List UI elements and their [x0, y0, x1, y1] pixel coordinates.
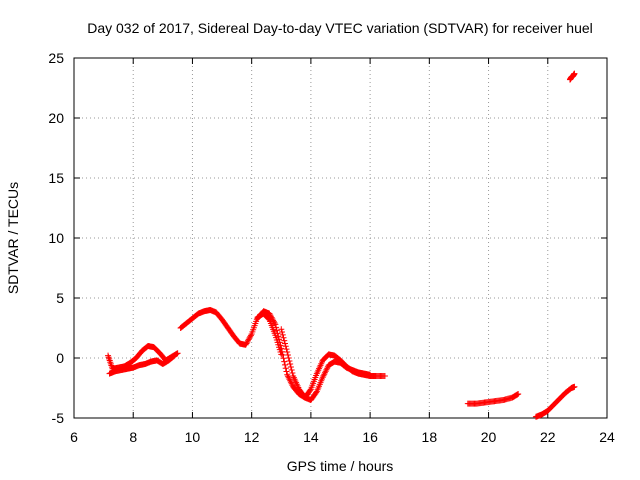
x-axis-ticks: 6 8 10 12 14 16 18 20 22 24 — [70, 58, 615, 445]
data-point — [267, 313, 274, 320]
data-point — [280, 355, 287, 362]
y-tick-label: 15 — [48, 170, 64, 186]
data-point — [275, 333, 282, 340]
data-point — [279, 348, 286, 355]
data-point — [281, 358, 288, 365]
data-point — [272, 321, 279, 328]
y-axis-ticks: -5 0 5 10 15 20 25 — [48, 50, 607, 426]
data-point — [244, 339, 251, 346]
series-arc-g — [532, 383, 578, 420]
data-point — [247, 332, 254, 339]
data-point — [287, 364, 294, 370]
data-point — [279, 352, 286, 358]
data-point — [281, 361, 288, 368]
data-point — [279, 331, 286, 338]
data-point — [287, 361, 294, 367]
y-tick-label: 0 — [56, 350, 64, 366]
data-point — [278, 345, 285, 352]
data-point — [278, 351, 285, 358]
x-tick-label: 8 — [129, 429, 137, 445]
data-point — [285, 355, 292, 361]
data-point — [269, 316, 276, 322]
x-tick-label: 14 — [303, 429, 319, 445]
chart-title: Day 032 of 2017, Sidereal Day-to-day VTE… — [87, 20, 593, 36]
data-point — [367, 371, 374, 378]
data-point — [273, 324, 280, 331]
data-point — [170, 353, 177, 360]
data-point — [267, 311, 274, 318]
data-point — [282, 365, 289, 372]
x-tick-label: 6 — [70, 429, 78, 445]
data-point — [244, 337, 251, 344]
x-tick-label: 16 — [362, 429, 378, 445]
x-tick-label: 20 — [481, 429, 497, 445]
data-point — [266, 310, 273, 317]
data-point — [273, 327, 280, 334]
grid — [74, 58, 607, 418]
data-point — [268, 314, 275, 321]
y-tick-label: 25 — [48, 50, 64, 66]
data-point — [276, 339, 283, 346]
data-point — [283, 368, 290, 375]
data-point — [170, 353, 177, 360]
x-tick-label: 22 — [540, 429, 556, 445]
data-point — [286, 358, 293, 364]
data-point — [271, 320, 278, 327]
data-point — [242, 341, 249, 348]
data-point — [274, 330, 281, 337]
series-arc-b — [106, 352, 178, 377]
series-arc-h — [566, 70, 578, 83]
data-points — [105, 70, 578, 420]
data-point — [245, 336, 252, 343]
x-tick-label: 12 — [244, 429, 260, 445]
data-point — [571, 70, 578, 77]
data-point — [276, 336, 283, 343]
data-point — [307, 387, 314, 394]
data-point — [515, 391, 522, 397]
data-point — [313, 389, 320, 396]
data-point — [270, 317, 277, 324]
data-point — [571, 383, 578, 390]
data-point — [270, 318, 277, 325]
x-axis-label: GPS time / hours — [287, 458, 394, 474]
data-point — [243, 340, 250, 347]
series-arc-f — [464, 391, 522, 407]
data-point — [278, 326, 285, 333]
data-point — [281, 337, 288, 344]
y-axis-label: SDTVAR / TECUs — [5, 182, 21, 294]
data-point — [279, 329, 286, 336]
y-tick-label: -5 — [52, 410, 65, 426]
y-tick-label: 10 — [48, 230, 64, 246]
data-point — [247, 333, 254, 340]
data-point — [288, 367, 295, 373]
x-tick-label: 18 — [422, 429, 438, 445]
x-tick-label: 24 — [599, 429, 615, 445]
data-point — [381, 373, 388, 379]
x-tick-label: 10 — [185, 429, 201, 445]
data-point — [277, 342, 284, 349]
data-point — [282, 343, 289, 350]
data-point — [283, 346, 290, 353]
data-point — [284, 349, 291, 355]
data-point — [280, 334, 287, 341]
series-arc-e — [278, 326, 374, 403]
data-point — [171, 352, 178, 359]
data-point — [281, 340, 288, 347]
y-tick-label: 20 — [48, 110, 64, 126]
data-point — [289, 370, 296, 376]
data-point — [284, 352, 291, 358]
y-tick-label: 5 — [56, 290, 64, 306]
data-point — [246, 335, 253, 342]
